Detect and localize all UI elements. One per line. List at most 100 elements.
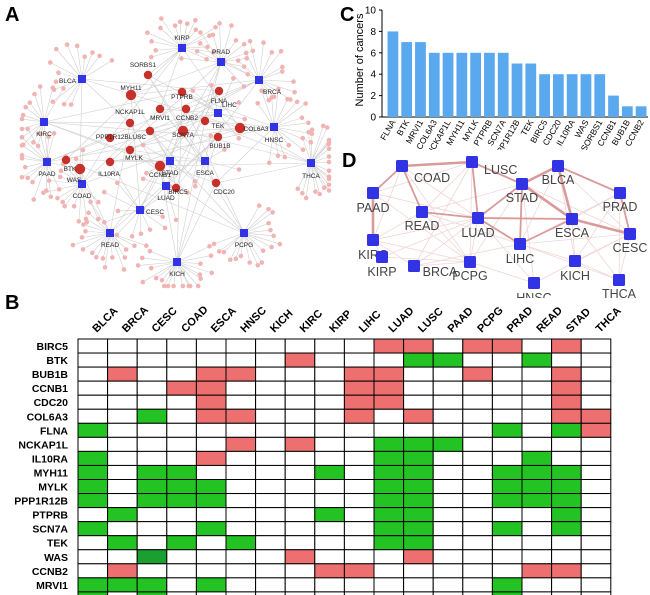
cell-ccnb1-kich bbox=[255, 380, 286, 396]
leaf-edge bbox=[273, 126, 304, 150]
leaf-node bbox=[46, 178, 52, 183]
cell-bub1b-kirc bbox=[284, 366, 316, 382]
cell-btk-prad bbox=[491, 352, 523, 368]
leaf-node bbox=[148, 54, 154, 60]
bar-ppp1r12b bbox=[511, 63, 523, 117]
cell-birc5-luad bbox=[373, 338, 405, 354]
cancer-label-read: READ bbox=[405, 219, 440, 233]
leaf-edge bbox=[235, 232, 245, 259]
leaf-node bbox=[55, 195, 60, 201]
gene-hub-edge bbox=[204, 120, 312, 164]
leaf-edge bbox=[243, 209, 269, 234]
gene-hub-edge bbox=[182, 130, 312, 164]
faint-edge bbox=[477, 217, 535, 284]
faint-edge bbox=[381, 217, 479, 258]
leaf-node bbox=[309, 127, 315, 133]
leaf-edge bbox=[116, 182, 141, 211]
gene-hub-edge bbox=[181, 91, 312, 164]
leaf-node bbox=[19, 116, 25, 122]
leaf-edge bbox=[204, 135, 212, 162]
gene-hub-edge bbox=[165, 136, 219, 187]
column-header-lusc: LUSC bbox=[416, 305, 446, 335]
leaf-node bbox=[51, 131, 57, 136]
faint-edge bbox=[372, 211, 423, 241]
leaf-node bbox=[96, 199, 101, 205]
cell-birc5-cesc bbox=[136, 338, 168, 354]
cell-col6a3-blca bbox=[77, 408, 109, 424]
cell-il10ra-coad bbox=[166, 450, 197, 466]
cancer-hub-pcpg bbox=[240, 229, 248, 237]
faint-edge bbox=[421, 211, 521, 245]
cell-btk-paad bbox=[432, 352, 464, 368]
faint-edge bbox=[421, 161, 473, 213]
cell-scn7a-stad bbox=[551, 521, 582, 537]
leaf-node bbox=[109, 58, 115, 63]
cell-flna-brca bbox=[107, 422, 138, 438]
cell-ccnb2-brca bbox=[107, 563, 138, 579]
leaf-edge bbox=[179, 21, 183, 49]
gene-label-col6a3: COL6A3 bbox=[244, 126, 269, 133]
cell-nckap1l-lusc bbox=[403, 436, 434, 452]
leaf-node bbox=[210, 32, 216, 38]
leaf-node bbox=[79, 235, 85, 240]
leaf-edge bbox=[310, 162, 325, 188]
cell-scn7a-brca bbox=[107, 521, 138, 537]
leaf-edge bbox=[217, 112, 240, 139]
cell-bub1b-prad bbox=[491, 366, 523, 382]
bar-mylk bbox=[470, 52, 482, 117]
panel-label-d: D bbox=[342, 150, 357, 172]
cell-ppp1r12b-kirp bbox=[314, 493, 345, 509]
cell-ppp1r12b-brca bbox=[107, 493, 138, 509]
gene-hub-edge bbox=[181, 91, 275, 128]
leaf-node bbox=[278, 48, 284, 54]
cell-ppp1r12b-stad bbox=[551, 493, 582, 509]
gene-hub-edge bbox=[65, 47, 183, 161]
edge-coad-read bbox=[401, 165, 423, 213]
cancer-node-prad bbox=[614, 187, 626, 199]
edge-esca-cesc bbox=[571, 217, 631, 236]
cell-col6a3-read bbox=[521, 408, 553, 424]
cell-mrvi1-kich bbox=[255, 577, 286, 593]
leaf-node bbox=[145, 30, 150, 35]
leaf-node bbox=[172, 23, 178, 28]
leaf-node bbox=[84, 220, 90, 225]
leaf-node bbox=[276, 86, 281, 92]
leaf-edge bbox=[302, 138, 312, 164]
leaf-edge bbox=[181, 23, 188, 49]
cell-ppp1r12b-lusc bbox=[403, 493, 434, 509]
cell-bub1b-paad bbox=[432, 366, 464, 382]
gene-hub-edge bbox=[176, 182, 217, 263]
cell-mrvi1-luad bbox=[373, 577, 405, 593]
leaf-node bbox=[285, 96, 290, 102]
leaf-edge bbox=[21, 137, 48, 163]
faint-edge bbox=[372, 239, 471, 263]
cell-mrvi1-brca bbox=[107, 577, 138, 593]
leaf-node bbox=[233, 256, 239, 262]
leaf-edge bbox=[243, 229, 271, 234]
column-header-esca: ESCA bbox=[209, 305, 239, 335]
cancer-hub-thca bbox=[307, 159, 315, 167]
gene-hub-edge bbox=[181, 47, 241, 129]
cell-ccnb1-coad bbox=[166, 380, 197, 396]
leaf-node bbox=[30, 179, 35, 185]
leaf-node bbox=[122, 255, 128, 260]
leaf-node bbox=[144, 170, 149, 176]
leaf-node bbox=[64, 42, 70, 47]
hub-label-kich: KICH bbox=[169, 271, 185, 278]
column-header-prad: PRAD bbox=[505, 305, 536, 336]
gene-node-lusc bbox=[145, 126, 155, 136]
gene-hub-edge bbox=[79, 78, 83, 170]
cancer-hub-luad bbox=[162, 182, 170, 190]
cancer-hub-lihc bbox=[214, 109, 222, 117]
cell-btk-kirp bbox=[314, 352, 345, 368]
leaf-edge bbox=[81, 232, 111, 238]
leaf-node bbox=[57, 174, 63, 180]
bar-nckap1l bbox=[442, 52, 454, 117]
bar-sorbs1 bbox=[594, 74, 606, 117]
leaf-edge bbox=[273, 117, 303, 128]
cell-ccnb1-esca bbox=[195, 380, 227, 396]
cell-birc5-coad bbox=[166, 338, 197, 354]
leaf-edge bbox=[224, 61, 260, 81]
row-header-mylk: MYLK bbox=[38, 482, 68, 494]
leaf-node bbox=[190, 88, 196, 94]
